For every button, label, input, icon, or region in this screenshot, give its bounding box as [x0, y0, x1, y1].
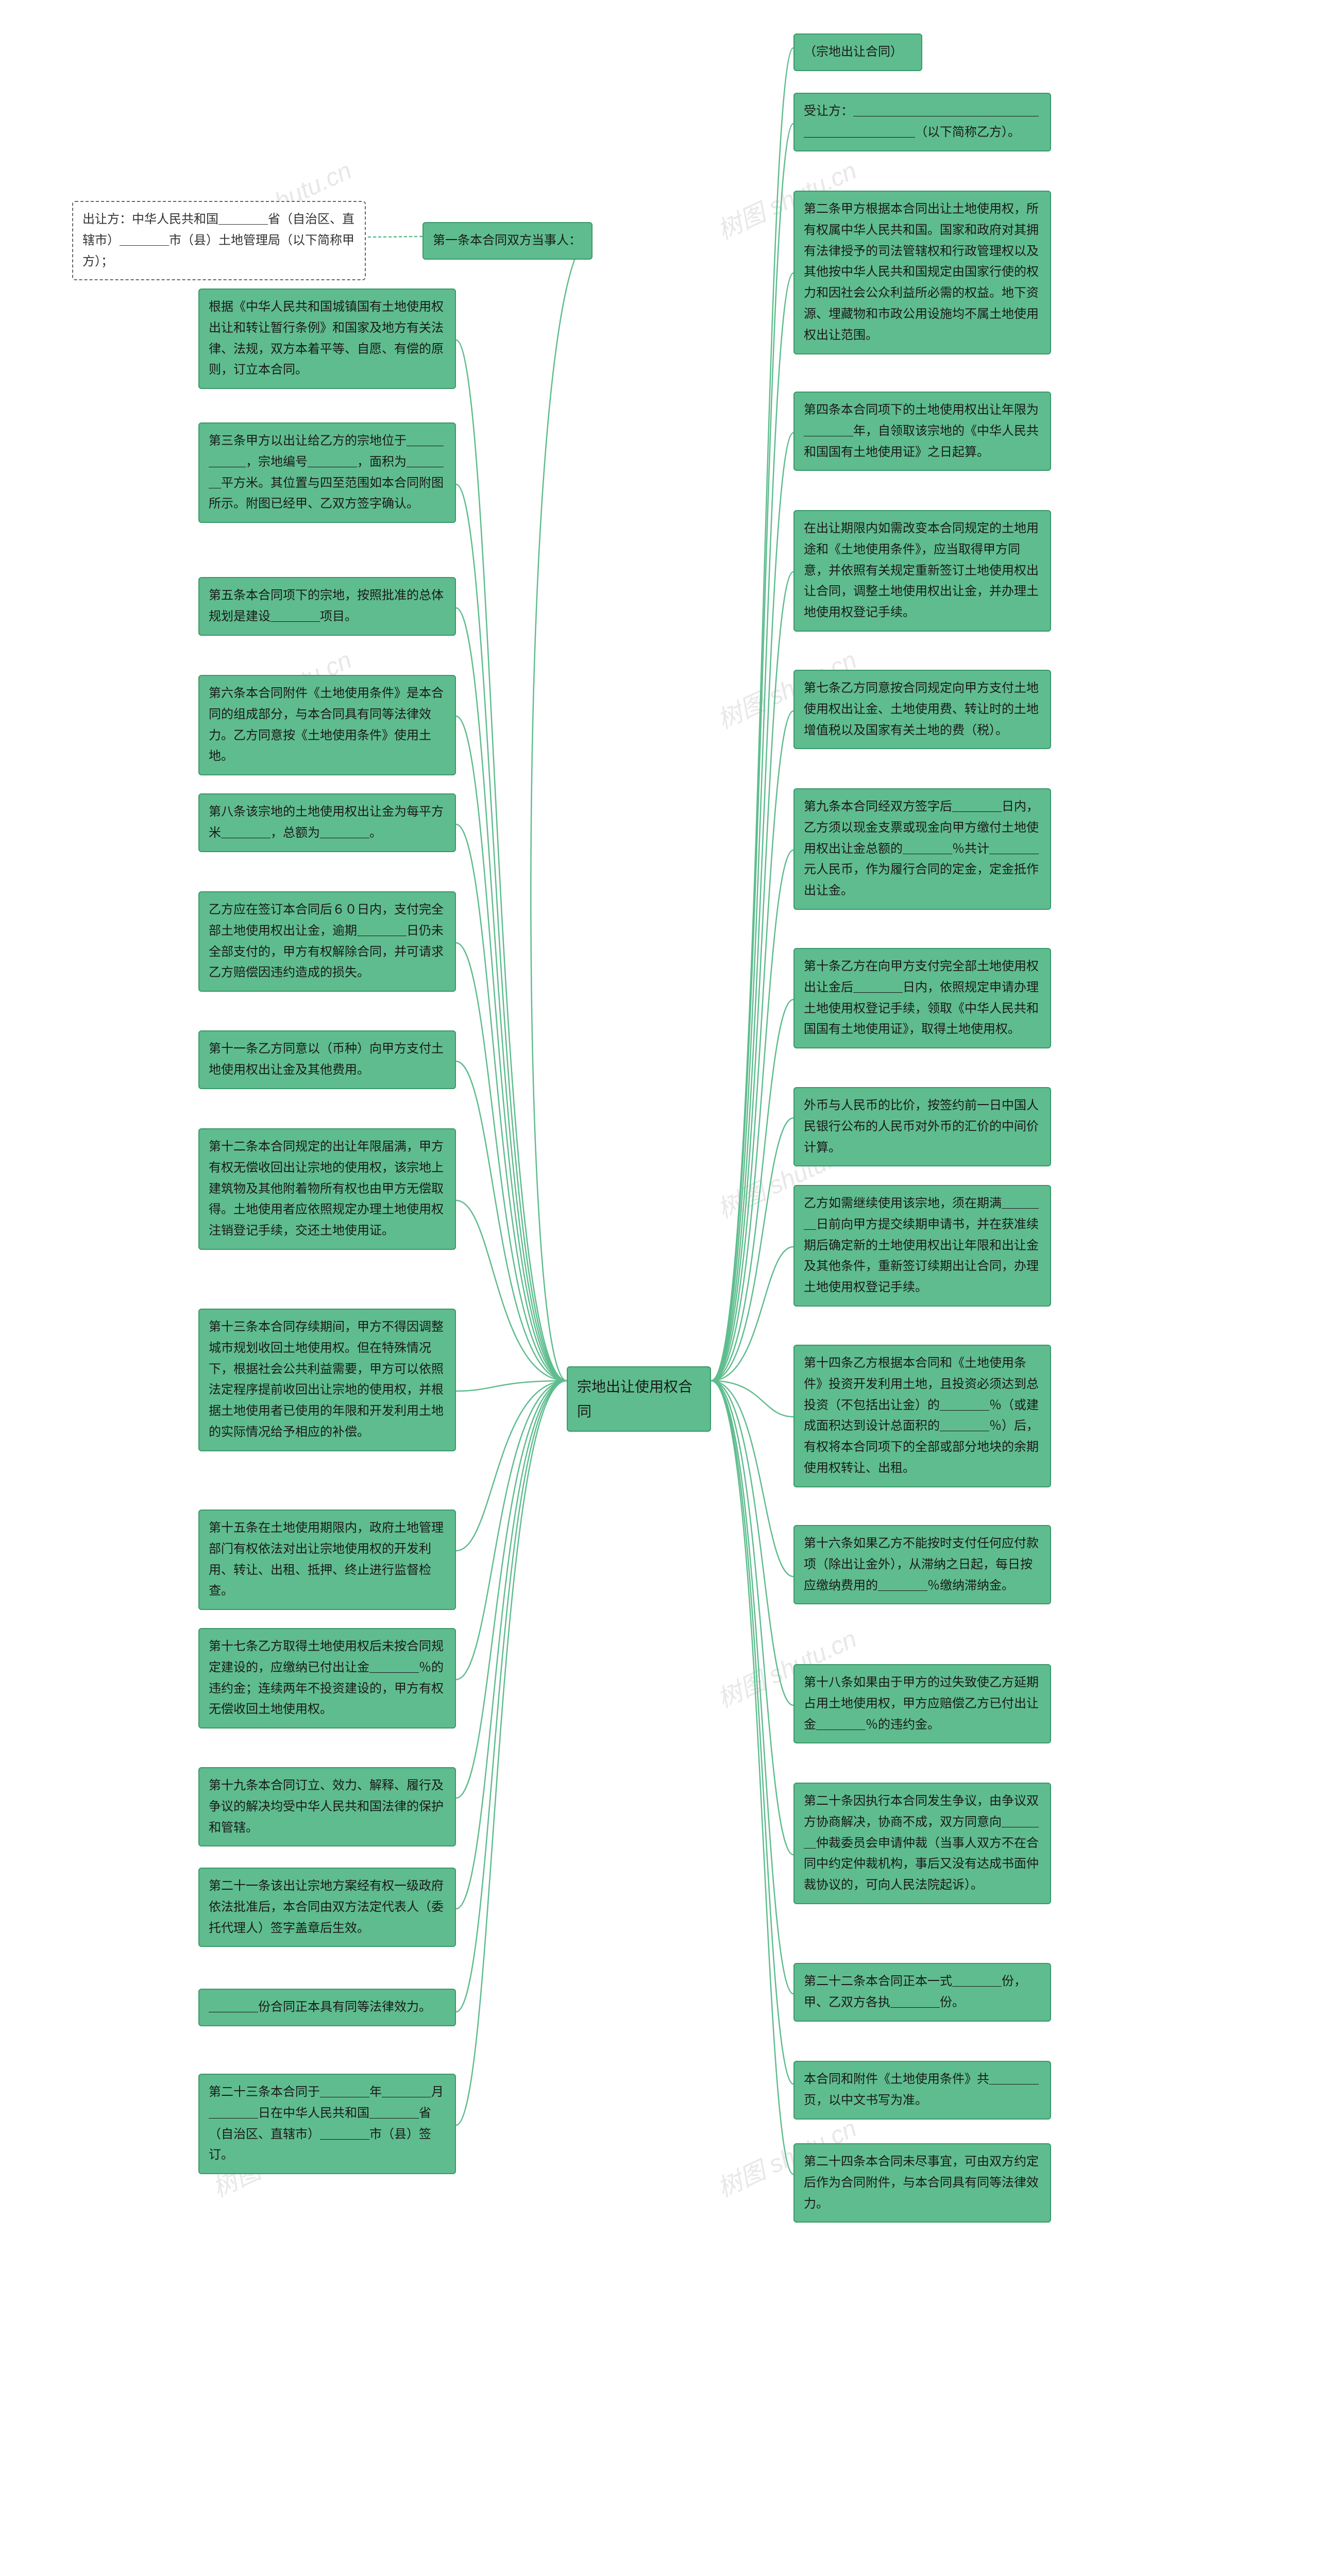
- left-node-l15[interactable]: 第十五条在土地使用期限内，政府土地管理部门有权依法对出让宗地使用权的开发利用、转…: [198, 1510, 456, 1610]
- right-node-r22a[interactable]: 本合同和附件《土地使用条件》共＿＿＿＿页，以中文书写为准。: [793, 2061, 1051, 2120]
- right-node-r11a[interactable]: 外币与人民币的比价，按签约前一日中国人民银行公布的人民币对外币的汇价的中间价计算…: [793, 1087, 1051, 1166]
- right-node-r22[interactable]: 第二十二条本合同正本一式＿＿＿＿份，甲、乙双方各执＿＿＿＿份。: [793, 1963, 1051, 2022]
- left-node-l5[interactable]: 第五条本合同项下的宗地，按照批准的总体规划是建设＿＿＿＿项目。: [198, 577, 456, 636]
- right-node-r4[interactable]: 第四条本合同项下的土地使用权出让年限为＿＿＿＿年，自领取该宗地的《中华人民共和国…: [793, 392, 1051, 471]
- article-1-node[interactable]: 第一条本合同双方当事人：: [422, 222, 593, 260]
- left-node-l3[interactable]: 第三条甲方以出让给乙方的宗地位于＿＿＿＿＿＿，宗地编号＿＿＿＿，面积为＿＿＿＿平…: [198, 422, 456, 523]
- right-node-r14[interactable]: 第十四条乙方根据本合同和《土地使用条件》投资开发利用土地，且投资必须达到总投资（…: [793, 1345, 1051, 1487]
- right-node-r10[interactable]: 第十条乙方在向甲方支付完全部土地使用权出让金后＿＿＿＿日内，依照规定申请办理土地…: [793, 948, 1051, 1048]
- left-node-l22a[interactable]: ＿＿＿＿份合同正本具有同等法律效力。: [198, 1989, 456, 2026]
- left-node-l17[interactable]: 第十七条乙方取得土地使用权后未按合同规定建设的，应缴纳已付出让金＿＿＿＿％的违约…: [198, 1628, 456, 1728]
- right-node-r16[interactable]: 第十六条如果乙方不能按时支付任何应付款项（除出让金外），从滞纳之日起，每日按应缴…: [793, 1525, 1051, 1604]
- left-node-l2[interactable]: 根据《中华人民共和国城镇国有土地使用权出让和转让暂行条例》和国家及地方有关法律、…: [198, 289, 456, 389]
- left-node-l19[interactable]: 第十九条本合同订立、效力、解释、履行及争议的解决均受中华人民共和国法律的保护和管…: [198, 1767, 456, 1846]
- center-node[interactable]: 宗地出让使用权合同: [567, 1366, 711, 1432]
- left-node-l8[interactable]: 第八条该宗地的土地使用权出让金为每平方米＿＿＿＿，总额为＿＿＿＿。: [198, 793, 456, 852]
- right-node-r1[interactable]: 受让方：＿＿＿＿＿＿＿＿＿＿＿＿＿＿＿＿＿＿＿＿＿＿＿＿（以下简称乙方）。: [793, 93, 1051, 151]
- right-node-r7[interactable]: 第七条乙方同意按合同规定向甲方支付土地使用权出让金、土地使用费、转让时的土地增值…: [793, 670, 1051, 749]
- connector-lines: [0, 0, 1319, 2576]
- left-node-l21[interactable]: 第二十一条该出让宗地方案经有权一级政府依法批准后，本合同由双方法定代表人（委托代…: [198, 1868, 456, 1947]
- left-node-l23[interactable]: 第二十三条本合同于＿＿＿＿年＿＿＿＿月＿＿＿＿日在中华人民共和国＿＿＿＿省（自治…: [198, 2074, 456, 2174]
- right-node-r0[interactable]: （宗地出让合同）: [793, 33, 922, 71]
- right-node-r5[interactable]: 在出让期限内如需改变本合同规定的土地用途和《土地使用条件》，应当取得甲方同意，并…: [793, 510, 1051, 632]
- left-node-l12[interactable]: 第十二条本合同规定的出让年限届满，甲方有权无偿收回出让宗地的使用权，该宗地上建筑…: [198, 1128, 456, 1250]
- right-node-r24[interactable]: 第二十四条本合同未尽事宜，可由双方约定后作为合同附件，与本合同具有同等法律效力。: [793, 2143, 1051, 2223]
- left-node-l11[interactable]: 第十一条乙方同意以（币种）向甲方支付土地使用权出让金及其他费用。: [198, 1030, 456, 1089]
- right-node-r2[interactable]: 第二条甲方根据本合同出让土地使用权，所有权属中华人民共和国。国家和政府对其拥有法…: [793, 191, 1051, 354]
- left-node-l13[interactable]: 第十三条本合同存续期间，甲方不得因调整城市规划收回土地使用权。但在特殊情况下，根…: [198, 1309, 456, 1451]
- right-node-r9[interactable]: 第九条本合同经双方签字后＿＿＿＿日内，乙方须以现金支票或现金向甲方缴付土地使用权…: [793, 788, 1051, 910]
- right-node-r18[interactable]: 第十八条如果由于甲方的过失致使乙方延期占用土地使用权，甲方应赔偿乙方已付出让金＿…: [793, 1664, 1051, 1743]
- left-node-l10[interactable]: 乙方应在签订本合同后６０日内，支付完全部土地使用权出让金，逾期＿＿＿＿日仍未全部…: [198, 891, 456, 992]
- right-node-r20[interactable]: 第二十条因执行本合同发生争议，由争议双方协商解决，协商不成，双方同意向＿＿＿＿仲…: [793, 1783, 1051, 1904]
- left-node-l6[interactable]: 第六条本合同附件《土地使用条件》是本合同的组成部分，与本合同具有同等法律效力。乙…: [198, 675, 456, 775]
- dashed-grantor-node[interactable]: 出让方：中华人民共和国＿＿＿＿省（自治区、直辖市）＿＿＿＿市（县）土地管理局（以…: [72, 201, 366, 280]
- right-node-r12a[interactable]: 乙方如需继续使用该宗地，须在期满＿＿＿＿日前向甲方提交续期申请书，并在获准续期后…: [793, 1185, 1051, 1307]
